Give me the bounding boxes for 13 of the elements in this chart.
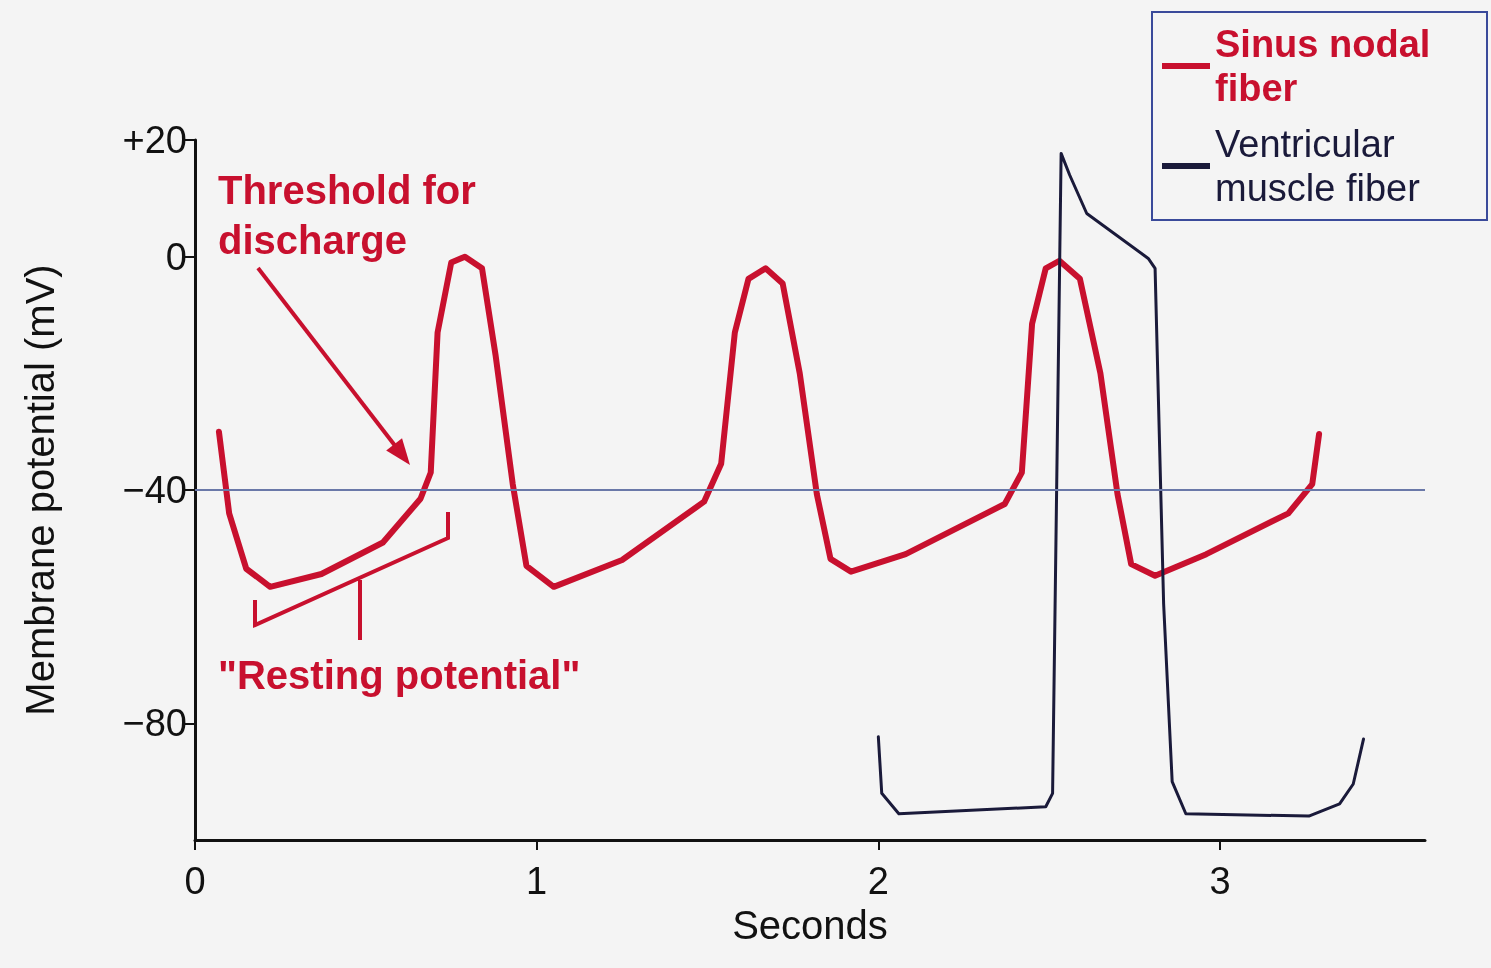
x-tick-label: 2: [867, 860, 889, 902]
y-axis-title: Membrane potential (mV): [18, 264, 62, 716]
y-tick-label: +20: [122, 119, 187, 161]
legend-label: Ventricular muscle fiber: [1215, 123, 1421, 209]
y-tick-label: −80: [122, 702, 187, 745]
annotation: Threshold for discharge: [218, 167, 477, 264]
y-tick-label: 0: [165, 235, 187, 278]
legend-label: Sinus nodal fiber: [1215, 23, 1441, 109]
annotation: "Resting potential": [218, 652, 582, 699]
x-tick-label: 3: [1209, 860, 1231, 902]
x-axis-title: Seconds: [732, 902, 888, 947]
x-tick-label: 1: [526, 860, 548, 902]
y-tick-label: −40: [122, 469, 187, 511]
